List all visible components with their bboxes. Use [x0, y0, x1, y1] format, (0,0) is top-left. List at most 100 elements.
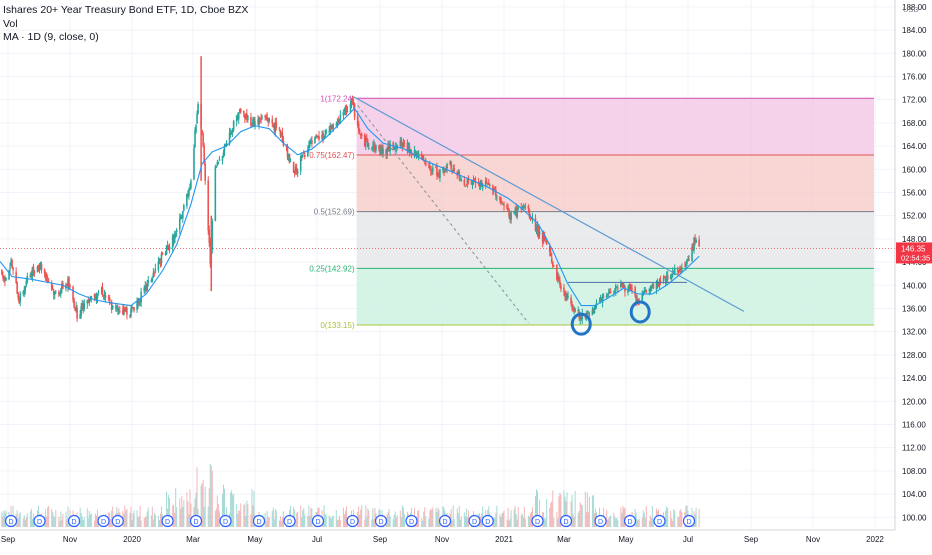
volume-legend[interactable]: Vol — [3, 17, 18, 30]
candle-body — [432, 167, 434, 172]
candle-body — [485, 181, 488, 183]
candle-body — [352, 102, 355, 106]
candle-body — [237, 112, 240, 120]
candle-body — [329, 125, 331, 133]
dividend-marker-icon — [252, 514, 266, 528]
candle-body — [395, 147, 398, 149]
volume-bar — [297, 511, 299, 527]
candle-body — [166, 245, 169, 247]
candle-body — [183, 205, 185, 211]
volume-bar — [403, 514, 405, 527]
candle-body — [481, 186, 484, 189]
moving-average-line — [0, 107, 700, 307]
candle-body — [444, 171, 446, 173]
candle-body — [339, 114, 342, 120]
volume-bar — [19, 512, 21, 527]
volume-bar — [608, 518, 610, 527]
candle-body — [513, 212, 515, 214]
candle-body — [301, 154, 304, 157]
dividend-marker-label: D — [485, 519, 490, 526]
candle-body — [657, 282, 660, 287]
candle-body — [586, 312, 589, 315]
candle-body — [83, 303, 86, 310]
candle-body — [97, 291, 100, 293]
candle-body — [335, 123, 338, 126]
candle-body — [400, 139, 403, 146]
candle-body — [161, 252, 164, 256]
symbol-title[interactable]: Ishares 20+ Year Treasury Bond ETF, 1D, … — [3, 4, 249, 16]
volume-bar — [66, 518, 68, 527]
volume-bar — [111, 510, 113, 527]
price-tick-label: 164.00 — [902, 142, 927, 151]
volume-bar — [215, 508, 217, 527]
volume-bar — [274, 509, 276, 527]
candle-body — [60, 289, 62, 293]
candle-body — [308, 145, 310, 150]
volume-bar — [143, 518, 145, 527]
candle-body — [378, 146, 380, 149]
volume-bar — [613, 512, 615, 527]
volume-bar — [521, 513, 523, 527]
volume-bar — [17, 518, 19, 527]
volume-bar — [311, 508, 313, 527]
dividend-marker-label: D — [686, 519, 691, 526]
candle-body — [446, 163, 448, 169]
volume-bar — [550, 502, 552, 527]
volume-bar — [388, 508, 390, 527]
fib-band — [356, 98, 874, 155]
dividend-marker-icon — [97, 514, 110, 528]
candle-body — [630, 285, 632, 290]
candle-body — [37, 267, 40, 271]
volume-bar — [372, 508, 374, 527]
volume-bar — [522, 517, 524, 527]
volume-bar — [323, 505, 325, 527]
candle-body — [202, 133, 204, 146]
time-tick-label: 2021 — [495, 535, 513, 544]
volume-bar — [539, 499, 541, 527]
candle-body — [420, 153, 423, 157]
candle-body — [29, 274, 32, 278]
candle-body — [261, 117, 263, 119]
volume-bar — [281, 517, 283, 527]
volume-bar — [694, 514, 696, 527]
candle-body — [438, 172, 440, 177]
candle-body — [182, 210, 184, 219]
volume-bar — [125, 510, 127, 527]
price-tick-label: 184.00 — [902, 26, 927, 35]
volume-bar — [586, 492, 588, 527]
candle-body — [543, 235, 546, 239]
dividend-marker-icon — [189, 514, 203, 528]
time-tick-label: 2022 — [866, 535, 884, 544]
volume-bar — [494, 517, 496, 527]
volume-bar — [232, 494, 234, 527]
candle-body — [336, 121, 339, 126]
candle-body — [457, 172, 460, 175]
dividend-marker-icon — [283, 514, 296, 528]
volume-bar — [620, 507, 622, 527]
volume-bar — [150, 515, 152, 527]
volume-bar — [112, 506, 114, 527]
candle-body — [275, 121, 278, 128]
candle-body — [230, 132, 233, 134]
candle-body — [421, 155, 424, 160]
candle-body — [368, 147, 370, 149]
dividend-marker-label: D — [315, 519, 320, 526]
volume-bar — [175, 488, 177, 527]
volume-bar — [245, 516, 247, 527]
candle-body — [318, 136, 320, 140]
double-bottom-circle — [570, 312, 592, 336]
volume-bar — [360, 509, 362, 527]
volume-bar — [304, 514, 306, 527]
volume-bar — [138, 515, 140, 527]
candle-body — [58, 292, 60, 294]
price-tag-countdown: 02:54:35 — [901, 253, 930, 262]
candle-body — [484, 180, 487, 187]
candle-body — [353, 103, 356, 118]
ma-legend[interactable]: MA · 1D (9, close, 0) — [3, 31, 99, 43]
candle-body — [594, 304, 597, 310]
volume-bar — [394, 511, 396, 527]
candle-body — [436, 166, 438, 176]
candle-body — [478, 183, 481, 187]
volume-bar — [89, 514, 91, 527]
